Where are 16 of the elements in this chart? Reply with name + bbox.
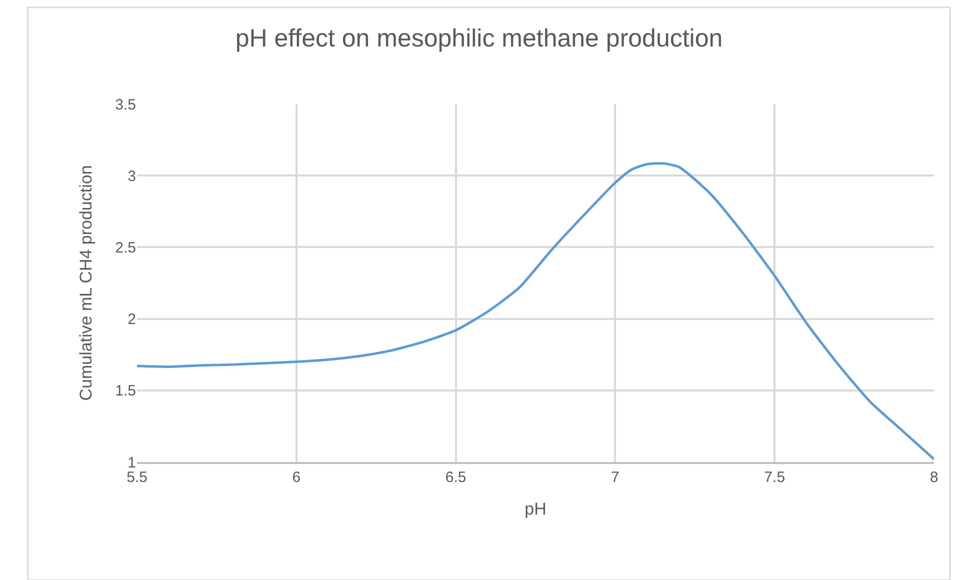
- x-tick-label: 6: [292, 468, 301, 486]
- x-tick-label: 5.5: [126, 468, 148, 486]
- x-tick-label: 7.5: [764, 468, 786, 486]
- y-tick-label: 2: [128, 311, 136, 328]
- y-tick-label: 3.5: [115, 96, 136, 114]
- x-tick-label: 6.5: [445, 468, 466, 486]
- y-axis-title: Cumulative mL CH4 production: [76, 165, 96, 401]
- y-tick-label: 2.5: [115, 239, 136, 256]
- y-tick-label: 1.5: [115, 382, 136, 400]
- chart-title: pH effect on mesophilic methane production: [235, 24, 723, 52]
- x-axis-title: pH: [524, 500, 546, 519]
- y-tick-label: 1: [128, 454, 136, 472]
- x-tick-label: 8: [930, 468, 938, 486]
- y-tick-label: 3: [128, 168, 136, 185]
- line-series: [137, 162, 934, 460]
- x-tick-label: 7: [611, 468, 620, 486]
